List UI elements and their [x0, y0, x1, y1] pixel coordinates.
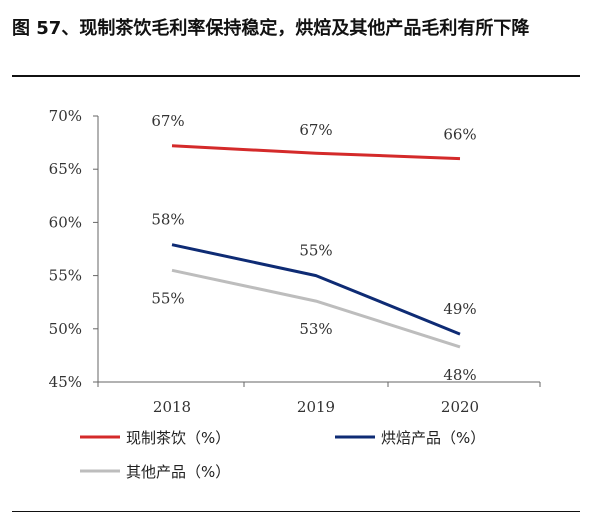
y-tick-label: 60%: [49, 213, 82, 231]
data-label: 58%: [151, 211, 184, 229]
bottom-rule: [12, 511, 580, 512]
y-tick-label: 45%: [49, 373, 82, 391]
chart-legend: 现制茶饮（%） 烘焙产品（%） 其他产品（%）: [80, 429, 485, 481]
data-label: 53%: [299, 320, 332, 338]
y-tick-label: 65%: [49, 160, 82, 178]
y-tick-label: 55%: [49, 267, 82, 285]
chart-data-labels: 67% 67% 66% 58% 55% 49% 55% 53% 48%: [151, 112, 476, 384]
series-line-3: [171, 268, 461, 349]
chart-series: [171, 144, 461, 349]
chart-title: 图 57、现制茶饮毛利率保持稳定，烘焙及其他产品毛利有所下降: [12, 18, 530, 39]
data-label: 49%: [443, 300, 476, 318]
series-line-2: [171, 243, 461, 336]
data-label: 55%: [299, 242, 332, 260]
x-tick-label: 2020: [441, 398, 479, 416]
x-tick-label: 2018: [153, 398, 191, 416]
x-tick-label: 2019: [297, 398, 335, 416]
data-label: 67%: [299, 121, 332, 139]
series-line-1: [171, 144, 461, 161]
legend-label-1: 现制茶饮（%）: [126, 429, 230, 447]
top-rule: [12, 75, 580, 77]
y-tick-label: 50%: [49, 320, 82, 338]
chart-title-block: 图 57、现制茶饮毛利率保持稳定，烘焙及其他产品毛利有所下降: [12, 14, 582, 43]
legend-label-2: 烘焙产品（%）: [381, 429, 485, 447]
y-tick-label: 70%: [49, 107, 82, 125]
data-label: 55%: [151, 289, 184, 307]
chart-axes: 45% 50% 55% 60% 65% 70% 2018 2019 2020: [49, 107, 541, 416]
data-label: 66%: [443, 126, 476, 144]
data-label: 67%: [151, 112, 184, 130]
legend-label-3: 其他产品（%）: [126, 463, 230, 481]
data-label: 48%: [443, 366, 476, 384]
